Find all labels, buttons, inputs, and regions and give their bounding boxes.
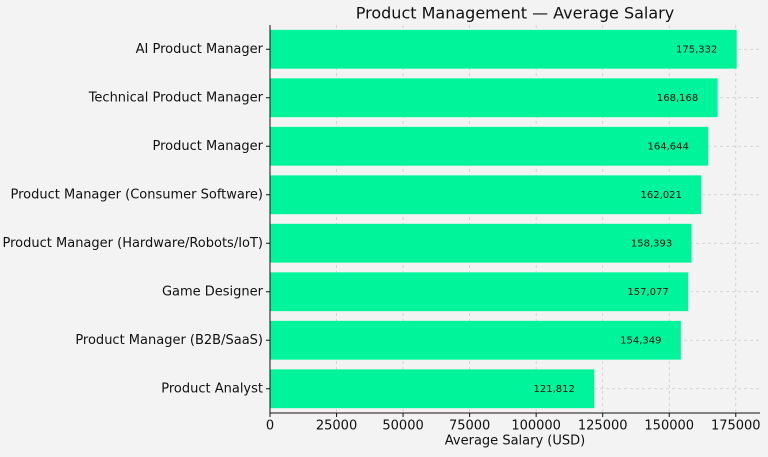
x-tick-label: 25000 bbox=[316, 419, 357, 434]
value-label: 164,644 bbox=[648, 141, 689, 152]
x-axis-label: Average Salary (USD) bbox=[445, 434, 585, 449]
y-tick-label: Game Designer bbox=[162, 284, 264, 299]
x-tick-label: 150000 bbox=[644, 419, 694, 434]
bar bbox=[270, 272, 689, 312]
y-tick-label: Product Manager (Hardware/Robots/IoT) bbox=[3, 236, 263, 251]
bar bbox=[270, 369, 595, 409]
y-tick-label: Product Analyst bbox=[161, 381, 263, 396]
x-tick-label: 100000 bbox=[511, 419, 561, 434]
value-label: 158,393 bbox=[631, 238, 672, 249]
value-label: 168,168 bbox=[657, 93, 698, 104]
value-label: 157,077 bbox=[627, 287, 668, 298]
bar bbox=[270, 126, 709, 166]
y-tick-label: AI Product Manager bbox=[136, 42, 264, 57]
value-label: 154,349 bbox=[620, 335, 661, 346]
x-tick-label: 0 bbox=[266, 419, 274, 434]
bar bbox=[270, 223, 692, 263]
x-tick-label: 175000 bbox=[711, 419, 761, 434]
y-tick-label: Product Manager (Consumer Software) bbox=[11, 187, 263, 202]
bar bbox=[270, 175, 702, 215]
value-label: 175,332 bbox=[676, 44, 717, 55]
x-tick-label: 75000 bbox=[449, 419, 490, 434]
bar bbox=[270, 320, 681, 360]
x-tick-label: 50000 bbox=[382, 419, 423, 434]
bar bbox=[270, 78, 718, 118]
y-tick-label: Product Manager (B2B/SaaS) bbox=[75, 333, 263, 348]
y-tick-label: Product Manager bbox=[153, 139, 264, 154]
value-label: 162,021 bbox=[641, 190, 682, 201]
y-tick-label: Technical Product Manager bbox=[88, 90, 264, 105]
value-label: 121,812 bbox=[534, 384, 575, 395]
bar bbox=[270, 29, 737, 69]
x-tick-label: 125000 bbox=[578, 419, 628, 434]
chart-title: Product Management — Average Salary bbox=[356, 4, 674, 23]
